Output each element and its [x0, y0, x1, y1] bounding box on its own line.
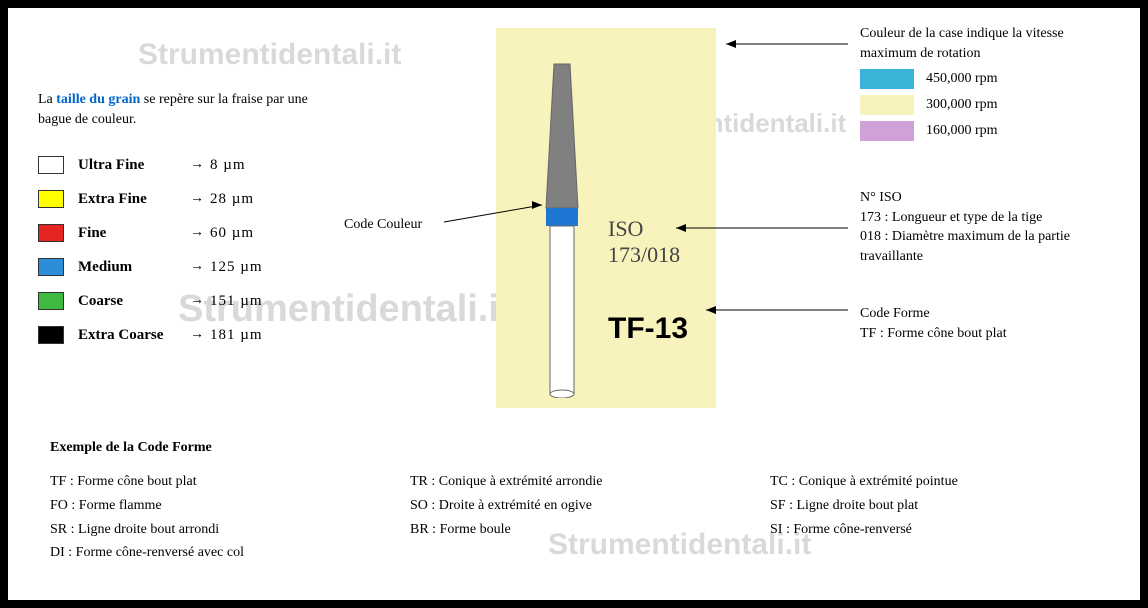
grain-swatch — [38, 258, 64, 276]
grain-value: 125 µm — [210, 259, 263, 276]
arrow-icon: → — [190, 293, 204, 309]
forme-item: DI : Forme cône-renversé avec col — [50, 541, 350, 565]
forme-explanation: Code Forme TF : Forme cône bout plat — [860, 304, 1120, 343]
grain-swatch — [38, 224, 64, 242]
grain-row: Extra Coarse→ 181 µm — [38, 318, 263, 352]
grain-label: Medium — [78, 259, 188, 276]
forme-item: TR : Conique à extrémité arrondie — [410, 470, 710, 494]
forme-item: FO : Forme flamme — [50, 494, 350, 518]
rpm-row: 450,000 rpm — [860, 69, 1120, 89]
forme-item: SO : Droite à extrémité en ogive — [410, 494, 710, 518]
iso-line: 018 : Diamètre maximum de la partie trav… — [860, 227, 1120, 266]
rpm-swatch — [860, 121, 914, 141]
grain-row: Coarse→ 151 µm — [38, 284, 263, 318]
grain-intro-prefix: La — [38, 92, 56, 107]
arrow-icon: → — [190, 327, 204, 343]
grain-row: Extra Fine→ 28 µm — [38, 182, 263, 216]
grain-value: 60 µm — [210, 225, 254, 242]
grain-value: 28 µm — [210, 191, 254, 208]
rpm-row: 300,000 rpm — [860, 95, 1120, 115]
speed-legend: Couleur de la case indique la vitesse ma… — [860, 24, 1120, 141]
forme-item: SF : Ligne droite bout plat — [770, 494, 1070, 518]
rpm-label: 450,000 rpm — [926, 69, 998, 89]
watermark: Strumentidentali.it — [138, 38, 401, 72]
grain-label: Extra Coarse — [78, 327, 188, 344]
iso-line1: ISO — [608, 216, 680, 242]
forme-item: BR : Forme boule — [410, 518, 710, 542]
iso-line: 173 : Longueur et type de la tige — [860, 208, 1120, 228]
grain-value: 181 µm — [210, 327, 263, 344]
arrow-icon: → — [190, 157, 204, 173]
forme-examples-title: Exemple de la Code Forme — [50, 440, 212, 456]
rpm-swatch — [860, 69, 914, 89]
grain-size-legend: Ultra Fine→8 µmExtra Fine→28 µmFine→60 µ… — [38, 148, 263, 352]
forme-item: SR : Ligne droite bout arrondi — [50, 518, 350, 542]
grain-intro-highlight: taille du grain — [56, 92, 140, 107]
grain-label: Ultra Fine — [78, 157, 188, 174]
grain-label: Fine — [78, 225, 188, 242]
forme-column: TR : Conique à extrémité arrondieSO : Dr… — [410, 470, 710, 565]
arrow-icon: → — [190, 259, 204, 275]
grain-row: Medium→ 125 µm — [38, 250, 263, 284]
grain-value: 151 µm — [210, 293, 263, 310]
forme-item: TC : Conique à extrémité pointue — [770, 470, 1070, 494]
rpm-label: 160,000 rpm — [926, 121, 998, 141]
grain-label: Extra Fine — [78, 191, 188, 208]
code-couleur-label: Code Couleur — [344, 215, 422, 235]
forme-title: Code Forme — [860, 304, 1120, 324]
iso-line2: 173/018 — [608, 242, 680, 268]
grain-swatch — [38, 190, 64, 208]
grain-label: Coarse — [78, 293, 188, 310]
rpm-swatch — [860, 95, 914, 115]
grain-swatch — [38, 156, 64, 174]
rpm-label: 300,000 rpm — [926, 95, 998, 115]
bur-illustration — [532, 58, 592, 398]
grain-row: Fine→ 60 µm — [38, 216, 263, 250]
forme-column: TC : Conique à extrémité pointueSF : Lig… — [770, 470, 1070, 565]
forme-column: TF : Forme cône bout platFO : Forme flam… — [50, 470, 350, 565]
forme-item: TF : Forme cône bout plat — [50, 470, 350, 494]
rpm-row: 160,000 rpm — [860, 121, 1120, 141]
grain-swatch — [38, 326, 64, 344]
grain-value: 8 µm — [210, 157, 246, 174]
arrow-icon: → — [190, 191, 204, 207]
grain-intro-text: La taille du grain se repère sur la frai… — [38, 90, 338, 129]
iso-title: N° ISO — [860, 188, 1120, 208]
forme-code-text: TF-13 — [608, 312, 688, 346]
bur-panel: ISO 173/018 TF-13 — [496, 28, 716, 408]
forme-item: SI : Forme cône-renversé — [770, 518, 1070, 542]
forme-desc: TF : Forme cône bout plat — [860, 324, 1120, 344]
diagram-root: Strumentidentali.it Strumentidentali.it … — [8, 8, 1140, 600]
grain-swatch — [38, 292, 64, 310]
forme-examples-columns: TF : Forme cône bout platFO : Forme flam… — [50, 470, 1070, 565]
arrow-icon: → — [190, 225, 204, 241]
grain-row: Ultra Fine→ 8 µm — [38, 148, 263, 182]
iso-explanation: N° ISO 173 : Longueur et type de la tige… — [860, 188, 1120, 266]
iso-code-text: ISO 173/018 — [608, 216, 680, 269]
speed-legend-title: Couleur de la case indique la vitesse ma… — [860, 24, 1120, 63]
